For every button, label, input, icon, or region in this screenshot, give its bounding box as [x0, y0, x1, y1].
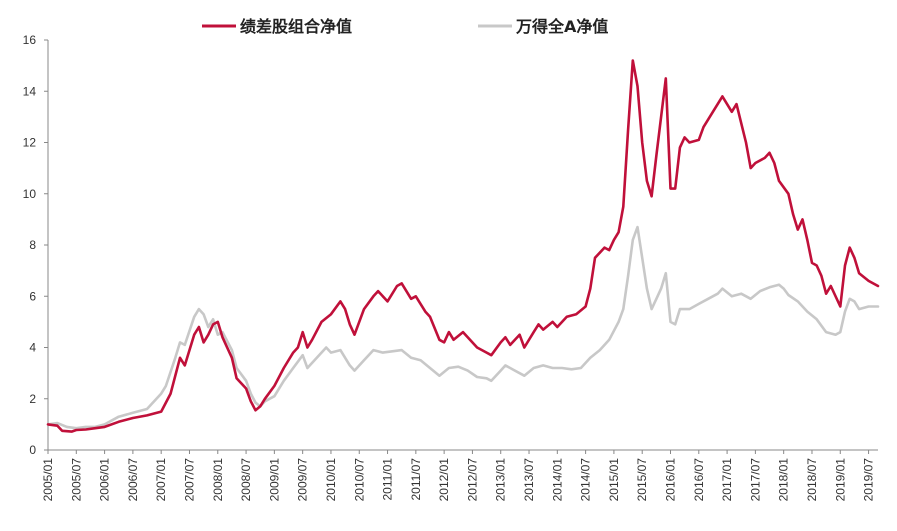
x-tick-label: 2013/01: [494, 458, 508, 502]
x-tick-label: 2019/01: [833, 458, 847, 502]
x-tick-label: 2007/01: [154, 458, 168, 502]
y-axis: 0 2 4 6 8 10 12 14 16: [23, 33, 49, 457]
y-tick-label: 6: [29, 289, 36, 303]
x-tick-label: 2017/07: [748, 458, 762, 502]
x-tick-label: 2015/07: [635, 458, 649, 502]
x-tick-label: 2009/07: [296, 458, 310, 502]
x-tick-label: 2013/07: [522, 458, 536, 502]
x-tick-label: 2014/01: [550, 458, 564, 502]
x-tick-label: 2011/01: [381, 458, 395, 501]
chart-legend: 绩差股组合净值 万得全A净值: [202, 17, 608, 36]
x-tick-label: 2007/07: [182, 458, 196, 502]
x-tick-label: 2011/07: [409, 458, 423, 501]
x-tick-label: 2010/01: [324, 458, 338, 502]
y-tick-label: 16: [23, 33, 37, 47]
y-tick-label: 12: [23, 136, 37, 150]
x-tick-label: 2006/07: [126, 458, 140, 502]
x-tick-label: 2012/07: [465, 458, 479, 502]
series-line-2: [46, 225, 880, 430]
series-line-1: [46, 59, 880, 433]
legend-label-series-2: 万得全A净值: [515, 17, 608, 36]
x-tick-label: 2008/07: [239, 458, 253, 502]
x-tick-label: 2010/07: [352, 458, 366, 502]
x-tick-label: 2009/01: [267, 458, 281, 502]
y-tick-label: 4: [29, 341, 36, 355]
y-tick-label: 10: [23, 187, 37, 201]
y-tick-label: 8: [29, 238, 36, 252]
x-tick-label: 2018/07: [805, 458, 819, 502]
x-tick-label: 2018/01: [777, 458, 791, 502]
x-tick-label: 2012/01: [437, 458, 451, 502]
x-tick-label: 2017/01: [720, 458, 734, 502]
x-tick-label: 2005/01: [41, 458, 55, 502]
x-tick-label: 2016/07: [692, 458, 706, 502]
legend-label-series-1: 绩差股组合净值: [240, 17, 352, 36]
series-layer: [46, 59, 880, 433]
x-tick-label: 2014/07: [579, 458, 593, 502]
y-tick-label: 2: [29, 392, 36, 406]
x-tick-label: 2015/01: [607, 458, 621, 502]
x-tick-label: 2006/01: [98, 458, 112, 502]
x-axis: 2005/01 2005/07 2006/01 2006/07 2007/01 2007/…: [41, 449, 878, 502]
y-tick-label: 14: [23, 84, 37, 98]
x-tick-label: 2008/01: [211, 458, 225, 502]
x-tick-label: 2019/07: [862, 458, 876, 502]
x-tick-label: 2005/07: [69, 458, 83, 502]
x-tick-label: 2016/01: [664, 458, 678, 502]
y-tick-label: 0: [29, 443, 36, 457]
